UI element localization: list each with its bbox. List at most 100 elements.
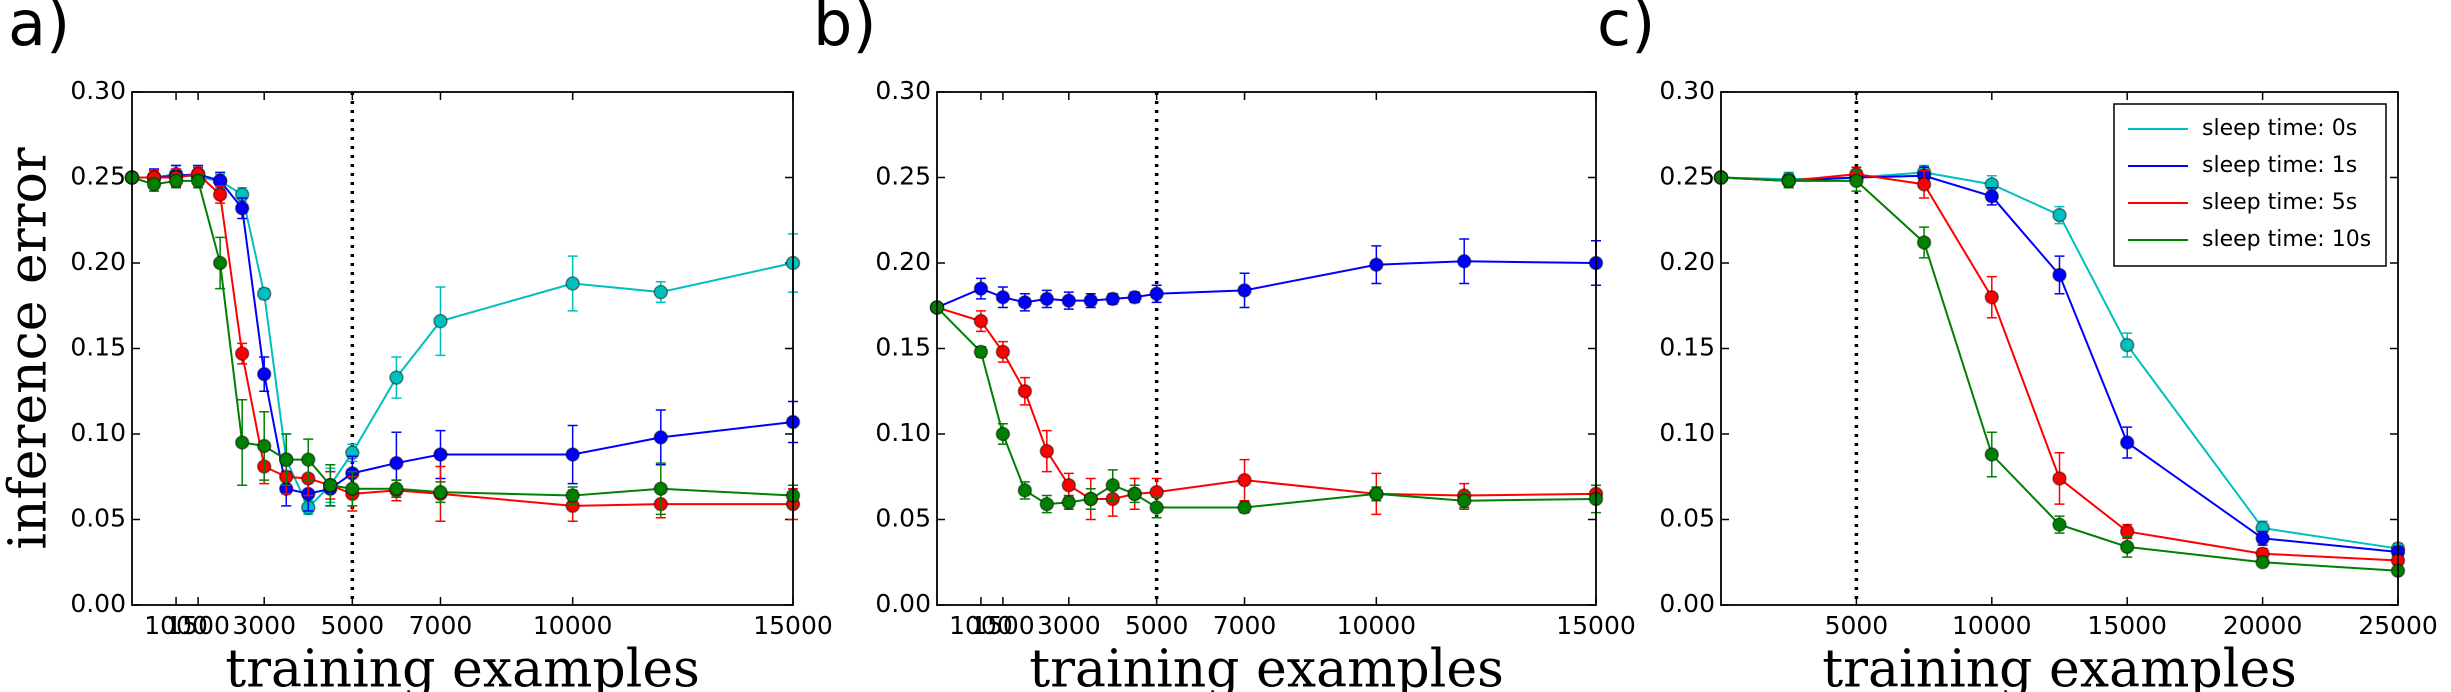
y-tick-label: 0.05 bbox=[70, 504, 126, 533]
y-axis-label: inference error bbox=[0, 147, 59, 549]
data-point bbox=[345, 481, 360, 496]
data-point bbox=[1039, 496, 1055, 512]
data-point bbox=[1039, 443, 1055, 459]
data-point bbox=[1127, 486, 1142, 502]
data-point bbox=[2052, 207, 2067, 223]
series-line bbox=[131, 176, 794, 497]
x-tick-label: 5000 bbox=[1125, 611, 1189, 640]
data-point bbox=[278, 452, 294, 467]
y-tick-label: 0.00 bbox=[1659, 589, 1715, 618]
data-point bbox=[1105, 291, 1120, 307]
data-point bbox=[565, 276, 580, 291]
data-point bbox=[1916, 177, 1932, 192]
y-tick-label: 0.15 bbox=[70, 333, 126, 362]
data-point bbox=[973, 344, 989, 360]
x-tick-label: 3000 bbox=[1037, 611, 1101, 640]
y-tick-label: 0.20 bbox=[70, 247, 126, 276]
x-tick-label: 5000 bbox=[321, 611, 385, 640]
y-tick-label: 0.30 bbox=[875, 76, 931, 105]
x-axis-label: training examples bbox=[1822, 640, 2297, 692]
data-point bbox=[168, 173, 184, 189]
data-point bbox=[2119, 337, 2135, 353]
x-tick-label: 20000 bbox=[2223, 611, 2303, 640]
data-point bbox=[234, 346, 250, 361]
data-point bbox=[1984, 289, 2000, 305]
data-point bbox=[301, 452, 316, 467]
y-tick-label: 0.05 bbox=[875, 504, 931, 533]
y-tick-label: 0.30 bbox=[1659, 76, 1715, 105]
data-point bbox=[1105, 478, 1120, 493]
data-point bbox=[565, 488, 580, 503]
data-point bbox=[565, 447, 580, 462]
data-point bbox=[1017, 483, 1033, 498]
data-point bbox=[995, 426, 1011, 442]
x-tick-label: 15000 bbox=[1556, 611, 1636, 640]
x-axis-label: training examples bbox=[225, 640, 700, 692]
data-point bbox=[433, 447, 448, 462]
data-point bbox=[1061, 293, 1077, 308]
data-point bbox=[212, 187, 228, 202]
y-tick-label: 0.10 bbox=[875, 418, 931, 447]
data-point bbox=[1237, 500, 1252, 515]
data-point bbox=[1083, 293, 1099, 308]
data-point bbox=[389, 370, 404, 385]
data-point bbox=[2119, 539, 2135, 555]
data-point bbox=[653, 481, 669, 496]
panel-label: c) bbox=[1597, 0, 1655, 60]
data-point bbox=[1369, 257, 1384, 272]
y-tick-label: 0.20 bbox=[1659, 247, 1715, 276]
x-tick-label: 7000 bbox=[409, 611, 473, 640]
data-point bbox=[653, 284, 669, 300]
plot-frame bbox=[936, 91, 1597, 606]
data-point bbox=[2255, 531, 2270, 546]
y-tick-label: 0.05 bbox=[1659, 504, 1715, 533]
data-point bbox=[1039, 291, 1055, 307]
x-tick-label: 10000 bbox=[1952, 611, 2032, 640]
data-point bbox=[323, 478, 338, 493]
y-tick-label: 0.00 bbox=[70, 589, 126, 618]
legend-label: sleep time: 5s bbox=[2202, 190, 2357, 215]
series-line bbox=[132, 173, 794, 495]
data-point bbox=[234, 201, 250, 216]
data-point bbox=[1127, 289, 1142, 305]
data-point bbox=[389, 455, 404, 471]
plot-frame bbox=[131, 91, 794, 606]
x-tick-label: 25000 bbox=[2358, 611, 2438, 640]
data-point bbox=[995, 344, 1011, 360]
series-line bbox=[132, 173, 793, 507]
panel-label: a) bbox=[8, 0, 70, 60]
x-tick-label: 3000 bbox=[232, 611, 296, 640]
data-point bbox=[146, 177, 162, 192]
data-point bbox=[1017, 384, 1033, 399]
plot-frame bbox=[1720, 91, 2399, 606]
y-tick-label: 0.20 bbox=[875, 247, 931, 276]
data-point bbox=[653, 430, 669, 445]
data-point bbox=[995, 289, 1011, 305]
data-point bbox=[256, 366, 272, 382]
y-tick-label: 0.00 bbox=[875, 589, 931, 618]
series-line bbox=[936, 306, 1597, 509]
y-tick-label: 0.30 bbox=[70, 76, 126, 105]
data-point bbox=[1984, 189, 2000, 204]
x-tick-label: 15000 bbox=[753, 611, 833, 640]
y-tick-label: 0.10 bbox=[70, 418, 126, 447]
y-tick-label: 0.25 bbox=[70, 162, 126, 191]
data-point bbox=[256, 438, 272, 454]
data-point bbox=[2052, 517, 2067, 532]
data-point bbox=[1149, 286, 1164, 302]
panel-label: b) bbox=[813, 0, 877, 60]
x-tick-label: 5000 bbox=[1825, 611, 1889, 640]
data-point bbox=[2119, 435, 2135, 450]
data-point bbox=[1017, 295, 1033, 310]
data-point bbox=[1369, 486, 1384, 502]
data-point bbox=[1061, 495, 1077, 510]
data-point bbox=[1061, 478, 1077, 493]
x-tick-label: 7000 bbox=[1213, 611, 1277, 640]
data-point bbox=[2255, 555, 2270, 570]
data-point bbox=[1849, 173, 1864, 189]
x-axis-label: training examples bbox=[1029, 640, 1504, 692]
data-point bbox=[1456, 254, 1472, 269]
data-point bbox=[2052, 267, 2067, 283]
data-point bbox=[234, 435, 250, 450]
